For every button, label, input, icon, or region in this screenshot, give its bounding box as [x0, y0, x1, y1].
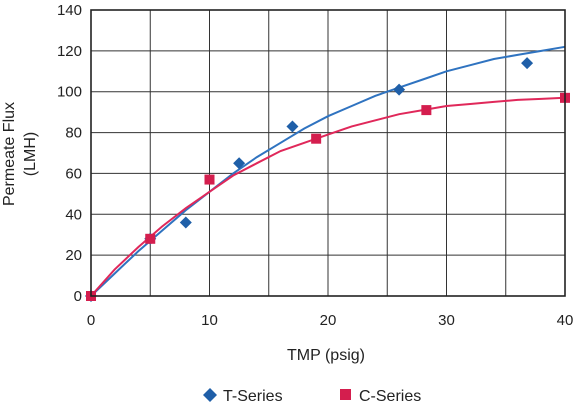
point-t-series — [286, 120, 299, 133]
y-tick-label: 60 — [65, 165, 82, 182]
point-c-series — [421, 105, 432, 116]
y-tick-label: 140 — [57, 2, 82, 19]
x-tick-label: 40 — [557, 312, 574, 329]
x-axis-title: TMP (psig) — [287, 347, 365, 364]
legend-marker-c-series — [340, 389, 351, 400]
point-c-series — [145, 233, 156, 244]
y-axis-title: Permeate Flux (LMH) — [1, 102, 39, 206]
y-tick-label: 0 — [74, 288, 82, 305]
x-tick-labels: 0 10 20 30 40 — [87, 312, 574, 329]
point-t-series — [233, 157, 246, 170]
plot-frame — [90, 9, 566, 297]
legend-marker-t-series — [203, 388, 217, 402]
y-axis-title-line-2: (LMH) — [22, 132, 39, 176]
x-tick-label: 10 — [201, 312, 218, 329]
legend-label-c-series: C-Series — [359, 388, 421, 405]
y-axis-title-line-1: Permeate Flux — [1, 102, 18, 206]
fit-curves — [90, 45, 566, 297]
point-t-series — [393, 83, 406, 96]
point-c-series — [311, 133, 322, 144]
y-tick-label: 120 — [57, 43, 82, 60]
point-t-series — [179, 216, 192, 229]
curve-c-series — [90, 96, 566, 297]
y-tick-label: 40 — [65, 206, 82, 223]
y-tick-labels: 0 20 40 60 80 100 120 140 — [57, 2, 82, 305]
x-tick-label: 0 — [87, 312, 95, 329]
legend: T-Series C-Series — [203, 388, 421, 405]
point-c-series — [204, 174, 215, 185]
y-tick-label: 100 — [57, 84, 82, 101]
legend-label-t-series: T-Series — [223, 388, 283, 405]
x-tick-label: 30 — [438, 312, 455, 329]
point-t-series — [521, 57, 534, 70]
curve-t-series — [90, 45, 566, 297]
x-tick-label: 20 — [320, 312, 337, 329]
y-tick-label: 80 — [65, 125, 82, 142]
y-tick-label: 20 — [65, 247, 82, 264]
